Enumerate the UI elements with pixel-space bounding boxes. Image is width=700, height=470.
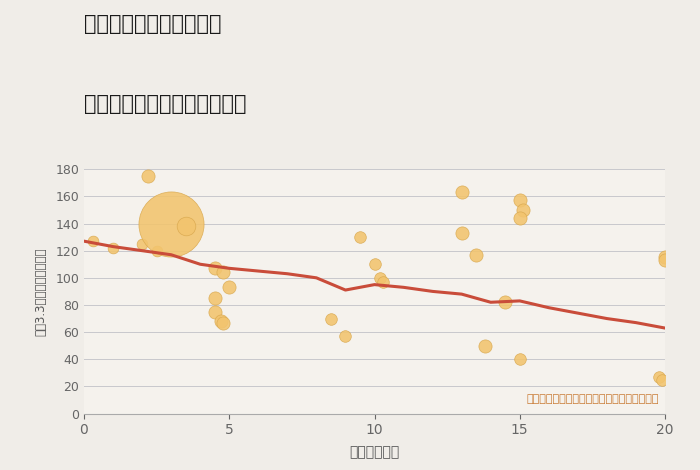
Text: 駅距離別中古マンション価格: 駅距離別中古マンション価格 (84, 94, 246, 114)
Y-axis label: 坪（3.3㎡）単価（万円）: 坪（3.3㎡）単価（万円） (34, 247, 47, 336)
Point (654, 373, 665, 381)
Point (374, 274, 386, 282)
Point (659, 254, 671, 261)
Point (209, 265, 220, 272)
Point (657, 376, 668, 384)
Point (500, 298, 511, 306)
Point (377, 278, 388, 286)
X-axis label: 駅距離（分）: 駅距離（分） (349, 446, 400, 460)
Point (218, 319, 229, 326)
Point (215, 318, 226, 325)
Point (514, 196, 525, 204)
Point (517, 206, 528, 214)
Point (142, 172, 153, 180)
Point (659, 257, 671, 264)
Point (209, 308, 220, 315)
Point (87, 237, 98, 245)
Text: 円の大きさは、取引のあった物件面積を示す: 円の大きさは、取引のあった物件面積を示す (526, 394, 659, 404)
Point (224, 283, 235, 291)
Point (369, 260, 380, 268)
Point (514, 355, 525, 363)
Text: 愛知県豊田市西細田町の: 愛知県豊田市西細田町の (84, 14, 221, 34)
Point (326, 315, 337, 322)
Point (151, 247, 162, 254)
Point (218, 269, 229, 276)
Point (514, 214, 525, 222)
Point (354, 233, 365, 241)
Point (456, 229, 468, 237)
Point (180, 222, 191, 230)
Point (480, 342, 491, 350)
Point (456, 188, 468, 196)
Point (165, 220, 176, 227)
Point (470, 251, 482, 258)
Point (340, 332, 351, 340)
Point (209, 294, 220, 302)
Point (108, 244, 119, 252)
Point (136, 240, 148, 248)
